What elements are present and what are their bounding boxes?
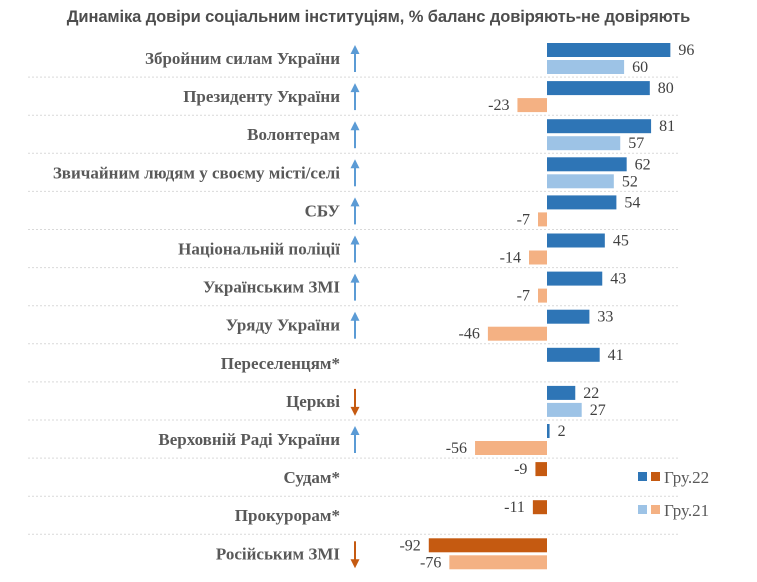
arrow-up-icon xyxy=(350,273,360,301)
value-label: 33 xyxy=(597,309,613,326)
value-label: 60 xyxy=(632,59,648,76)
legend-swatch-negative xyxy=(651,505,660,514)
bar-gru21 xyxy=(547,60,625,74)
value-label: -92 xyxy=(399,537,420,554)
value-label: -23 xyxy=(488,97,509,114)
value-label: 2 xyxy=(558,423,566,440)
arrow-up-icon xyxy=(350,45,360,72)
bar-gru22 xyxy=(532,500,547,515)
value-label: -76 xyxy=(420,554,441,571)
arrow-up-icon xyxy=(350,311,360,339)
value-label: 43 xyxy=(610,271,626,288)
arrow-up-icon xyxy=(350,235,360,263)
value-label: 57 xyxy=(628,135,644,152)
bar-gru21 xyxy=(538,288,547,303)
value-label: -7 xyxy=(517,288,530,305)
arrow-down-icon xyxy=(350,388,360,416)
value-label: 52 xyxy=(622,173,638,190)
value-label: -7 xyxy=(517,211,530,228)
arrow-up-icon xyxy=(350,197,360,225)
value-label: 80 xyxy=(658,80,674,97)
legend-swatch-positive xyxy=(638,472,647,481)
legend-item: Гру.22 xyxy=(638,468,709,487)
bar-gru22 xyxy=(547,385,576,400)
category-label: Прокурорам* xyxy=(235,506,340,525)
legend-label: Гру.21 xyxy=(664,501,709,520)
category-label: Президенту України xyxy=(183,87,340,106)
value-label: -14 xyxy=(500,250,521,267)
legend-item: Гру.21 xyxy=(638,501,709,520)
bar-gru22 xyxy=(547,119,652,134)
category-label: Верховній Раді України xyxy=(158,430,340,449)
bar-gru22 xyxy=(547,157,627,172)
category-label: Судам* xyxy=(284,468,340,487)
category-label: Звичайним людям у своєму місті/селі xyxy=(53,163,340,182)
bar-gru21 xyxy=(529,250,547,265)
bar-gru22 xyxy=(428,538,547,553)
arrow-up-icon xyxy=(350,159,360,187)
row-separators xyxy=(28,76,680,535)
bar-gru22 xyxy=(547,309,590,324)
category-label: Уряду України xyxy=(226,316,340,335)
value-label: 45 xyxy=(613,233,629,250)
bar-gru21 xyxy=(547,174,614,189)
arrow-up-icon xyxy=(350,426,360,453)
arrow-down-icon xyxy=(350,541,360,569)
bar-gru22 xyxy=(547,43,671,57)
category-label: Українським ЗМІ xyxy=(203,278,340,297)
legend: Гру.22 Гру.21 xyxy=(638,468,709,520)
value-label: -56 xyxy=(446,440,467,457)
category-labels: Збройним силам України Президенту України… xyxy=(53,49,341,563)
category-label: СБУ xyxy=(305,201,341,220)
category-label: Національній поліції xyxy=(178,240,340,259)
value-label: 81 xyxy=(659,118,675,135)
category-label: Збройним силам України xyxy=(145,49,340,68)
arrow-up-icon xyxy=(350,83,360,111)
legend-label: Гру.22 xyxy=(664,468,709,487)
bar-gru22 xyxy=(535,462,547,477)
category-label: Церкві xyxy=(286,392,340,411)
bar-gru22 xyxy=(547,233,605,248)
bar-gru21 xyxy=(538,212,547,227)
value-label: 62 xyxy=(635,156,651,173)
value-label: -9 xyxy=(514,461,527,478)
bar-gru21 xyxy=(487,326,547,341)
value-label: -46 xyxy=(459,326,480,343)
legend-swatch-negative xyxy=(651,472,660,481)
bar-gru21 xyxy=(547,402,582,417)
bar-gru22 xyxy=(547,347,600,362)
bar-gru21 xyxy=(475,441,547,455)
category-label: Волонтерам xyxy=(247,125,340,144)
category-label: Переселенцям* xyxy=(221,354,340,373)
legend-swatch-positive xyxy=(638,505,647,514)
value-label: 96 xyxy=(678,42,694,59)
bar-gru22 xyxy=(547,195,617,210)
value-label: 54 xyxy=(624,194,640,211)
bar-gru21 xyxy=(449,555,547,570)
value-labels: 966080-238157625254-745-1443-733-4641222… xyxy=(399,42,694,571)
value-label: 41 xyxy=(608,347,624,364)
bar-gru21 xyxy=(547,136,621,151)
bars xyxy=(428,43,671,570)
category-label: Російським ЗМІ xyxy=(216,544,340,563)
bar-gru21 xyxy=(517,98,547,113)
bar-gru22 xyxy=(547,81,650,96)
trend-arrows xyxy=(350,45,360,569)
arrow-up-icon xyxy=(350,121,360,149)
bar-gru22 xyxy=(547,271,603,286)
value-label: 27 xyxy=(590,402,606,419)
chart-title: Динаміка довіри соціальним інституціям, … xyxy=(66,8,691,26)
bar-gru22 xyxy=(547,424,550,438)
value-label: -11 xyxy=(504,499,525,516)
value-label: 22 xyxy=(583,385,599,402)
